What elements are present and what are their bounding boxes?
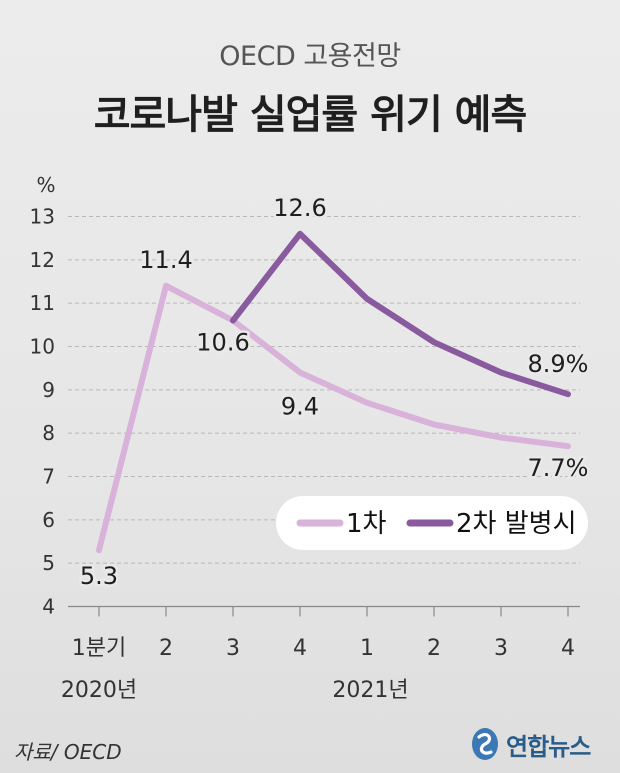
yonhap-logo-icon — [472, 728, 498, 760]
data-label: 8.9% — [528, 350, 589, 378]
legend-label-1: 1차 — [346, 509, 387, 539]
data-label: 7.7% — [528, 454, 589, 482]
x-tick-label: 4 — [293, 636, 307, 661]
y-tick-label: 12 — [30, 248, 55, 272]
x-tick-label: 4 — [561, 636, 575, 661]
chart-title: 코로나발 실업률 위기 예측 — [93, 92, 528, 138]
y-tick-label: 9 — [42, 378, 55, 402]
x-tick-label: 3 — [494, 636, 508, 661]
data-label: 5.3 — [80, 562, 118, 590]
data-label: 12.6 — [273, 194, 326, 222]
year-label-2021: 2021년 — [332, 678, 408, 703]
data-label: 11.4 — [139, 246, 192, 274]
y-tick-label: 4 — [42, 595, 55, 619]
y-tick-label: 10 — [30, 335, 55, 359]
y-tick-label: 5 — [42, 551, 55, 575]
y-tick-label: 13 — [30, 205, 55, 229]
y-tick-label: 6 — [42, 508, 55, 532]
x-tick-label: 3 — [226, 636, 240, 661]
y-tick-label: 11 — [30, 291, 55, 315]
yonhap-logo: 연합뉴스 — [470, 724, 591, 764]
data-label: 10.6 — [196, 329, 249, 357]
series-line-2 — [230, 230, 571, 398]
series-line-1 — [96, 282, 571, 554]
chart-subtitle: OECD 고용전망 — [219, 41, 401, 72]
source-note: 자료/ OECD — [14, 740, 122, 764]
y-axis-unit: % — [36, 173, 55, 197]
y-tick-label: 7 — [42, 465, 55, 489]
x-tick-label: 1 — [360, 636, 374, 661]
yonhap-logo-text: 연합뉴스 — [506, 732, 591, 761]
x-tick-label: 2 — [427, 636, 441, 661]
legend-label-2: 2차 발병시 — [456, 509, 577, 539]
data-label: 9.4 — [281, 393, 319, 421]
x-tick-label: 2 — [159, 636, 173, 661]
x-tick-label: 1분기 — [72, 636, 126, 661]
y-tick-label: 8 — [42, 421, 55, 445]
year-label-2020: 2020년 — [61, 678, 137, 703]
